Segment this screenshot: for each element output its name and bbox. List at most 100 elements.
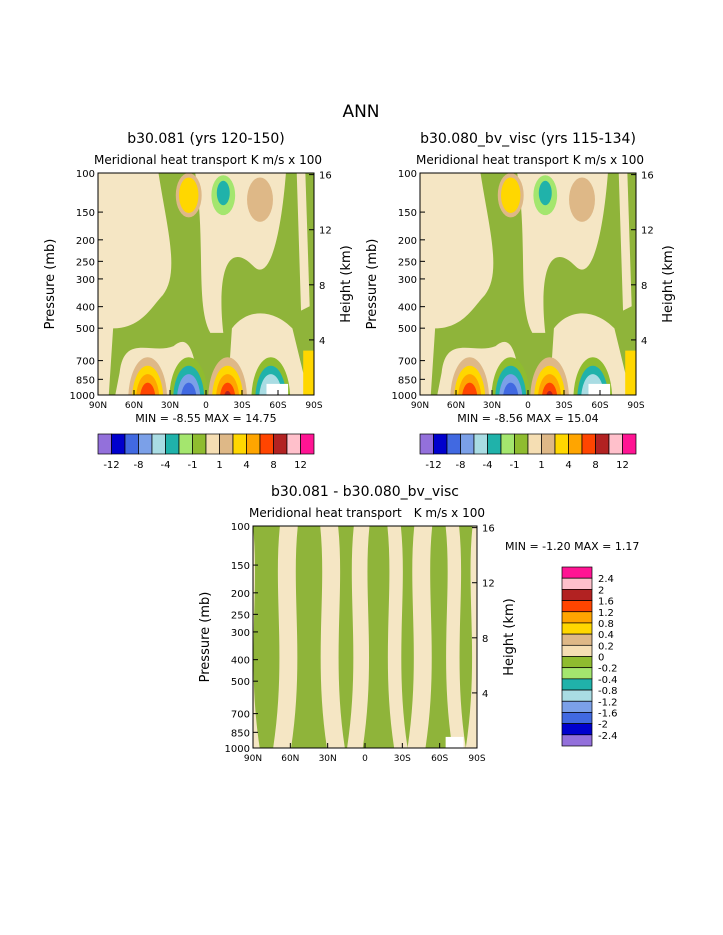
colorbar-label: -1 xyxy=(188,460,198,471)
x-tick-label: 90N xyxy=(244,754,262,764)
x-tick-label: 90N xyxy=(89,401,107,411)
colorbar-label: 0 xyxy=(598,653,604,664)
contour-difference-band xyxy=(459,526,473,748)
x-tick-label: 90S xyxy=(627,401,644,411)
y-axis-label: Pressure (mb) xyxy=(43,239,58,330)
plot-area xyxy=(98,173,314,395)
x-tick-label: 0 xyxy=(525,401,531,411)
colorbar: 2.421.61.20.80.40.20-0.2-0.4-0.8-1.2-1.6… xyxy=(561,566,618,747)
x-tick-label: 30N xyxy=(483,401,501,411)
y-tick-label: 500 xyxy=(76,324,95,335)
y-tick-label: 400 xyxy=(231,656,250,667)
missing-data-patch xyxy=(445,736,464,748)
colorbar-swatch xyxy=(205,433,220,455)
x-tick-label: 60N xyxy=(447,401,465,411)
contour-difference-band xyxy=(425,526,453,748)
colorbar-label: 12 xyxy=(616,460,629,471)
colorbar-swatch xyxy=(622,433,637,455)
colorbar-label: 12 xyxy=(294,460,307,471)
colorbar-label: -0.8 xyxy=(598,686,618,697)
contour-difference-band xyxy=(400,526,415,748)
y-tick-label: 150 xyxy=(398,208,417,219)
x-tick-label: 90N xyxy=(411,401,429,411)
chart-title: b30.081 - b30.080_bv_visc xyxy=(271,484,459,500)
colorbar-label: -1.2 xyxy=(598,697,618,708)
colorbar-label: -1 xyxy=(510,460,520,471)
colorbar-label: -2.4 xyxy=(598,731,618,742)
y-tick-label: 100 xyxy=(231,522,250,533)
contour-gap xyxy=(618,173,632,311)
y2-tick-label: 4 xyxy=(319,336,325,347)
chart-subtitle: Meridional heat transport xyxy=(416,153,569,167)
colorbar-swatch xyxy=(554,433,569,455)
y-tick-label: 700 xyxy=(398,357,417,368)
low-cell-60n xyxy=(140,382,156,395)
x-tick-label: 60S xyxy=(269,401,286,411)
colorbar-swatch xyxy=(97,433,112,455)
x-tick-label: 90S xyxy=(305,401,322,411)
chart-title: b30.081 (yrs 120-150) xyxy=(127,131,285,147)
y-tick-label: 1000 xyxy=(392,391,417,402)
y-tick-label: 850 xyxy=(398,375,417,386)
colorbar-swatch xyxy=(219,433,234,455)
y-tick-label: 400 xyxy=(76,303,95,314)
colorbar-swatch xyxy=(581,433,596,455)
colorbar-swatch xyxy=(419,433,434,455)
low-cell-30s xyxy=(546,391,553,395)
upper-cell-negative-core xyxy=(538,180,552,206)
colorbar-label: 4 xyxy=(565,460,571,471)
y2-axis-label: Height (km) xyxy=(502,598,517,675)
x-tick-label: 60S xyxy=(591,401,608,411)
y-tick-label: 700 xyxy=(76,357,95,368)
chart-panel-3: b30.081 - b30.080_bv_visc Meridional heat… xyxy=(198,484,639,764)
colorbar-label: -4 xyxy=(483,460,493,471)
x-tick-label: 0 xyxy=(203,401,209,411)
low-cell-30n xyxy=(181,382,197,395)
colorbar-label: 1.2 xyxy=(598,608,614,619)
x-tick-label: 30S xyxy=(233,401,250,411)
y2-tick-label: 8 xyxy=(641,281,647,292)
min-max-stats: MIN = -8.55 MAX = 14.75 xyxy=(135,412,276,425)
page-title: ANN xyxy=(342,102,379,122)
colorbar-swatch xyxy=(561,644,593,657)
colorbar-label: 2 xyxy=(598,585,604,596)
chart-units: K m/s x 100 xyxy=(414,506,485,520)
y2-tick-label: 4 xyxy=(482,689,488,700)
low-cell-30s xyxy=(542,382,558,395)
y-tick-label: 200 xyxy=(398,236,417,247)
y-axis-label: Pressure (mb) xyxy=(198,592,213,683)
x-tick-label: 60N xyxy=(125,401,143,411)
y-tick-label: 200 xyxy=(231,589,250,600)
colorbar-label: -1.6 xyxy=(598,708,618,719)
x-tick-label: 60N xyxy=(281,754,299,764)
y-tick-label: 250 xyxy=(231,610,250,621)
chart-panel-2: b30.080_bv_visc (yrs 115-134) Meridional … xyxy=(365,131,676,471)
x-tick-label: 30N xyxy=(319,754,337,764)
upper-cell-core xyxy=(501,177,521,213)
colorbar-swatch xyxy=(541,433,556,455)
contour-difference-band xyxy=(338,526,354,748)
colorbar-swatch xyxy=(514,433,529,455)
colorbar-label: -0.4 xyxy=(598,675,618,686)
colorbar-swatch xyxy=(473,433,488,455)
colorbar-swatch xyxy=(561,667,593,680)
y-tick-label: 100 xyxy=(76,169,95,180)
y-tick-label: 1000 xyxy=(225,744,250,755)
colorbar-label: 1.6 xyxy=(598,597,614,608)
y-tick-label: 100 xyxy=(398,169,417,180)
x-tick-label: 60S xyxy=(431,754,448,764)
edge-cell xyxy=(303,350,314,395)
upper-cell-core xyxy=(179,177,199,213)
colorbar-swatch xyxy=(500,433,515,455)
y-tick-label: 500 xyxy=(398,324,417,335)
colorbar-swatch xyxy=(178,433,193,455)
colorbar-swatch xyxy=(232,433,247,455)
low-cell-30s xyxy=(224,391,231,395)
colorbar-swatch xyxy=(124,433,139,455)
contour-difference-band xyxy=(291,526,327,748)
y2-tick-label: 16 xyxy=(482,524,495,535)
y2-tick-label: 16 xyxy=(641,171,654,182)
y2-tick-label: 12 xyxy=(641,226,654,237)
colorbar-swatch xyxy=(300,433,315,455)
